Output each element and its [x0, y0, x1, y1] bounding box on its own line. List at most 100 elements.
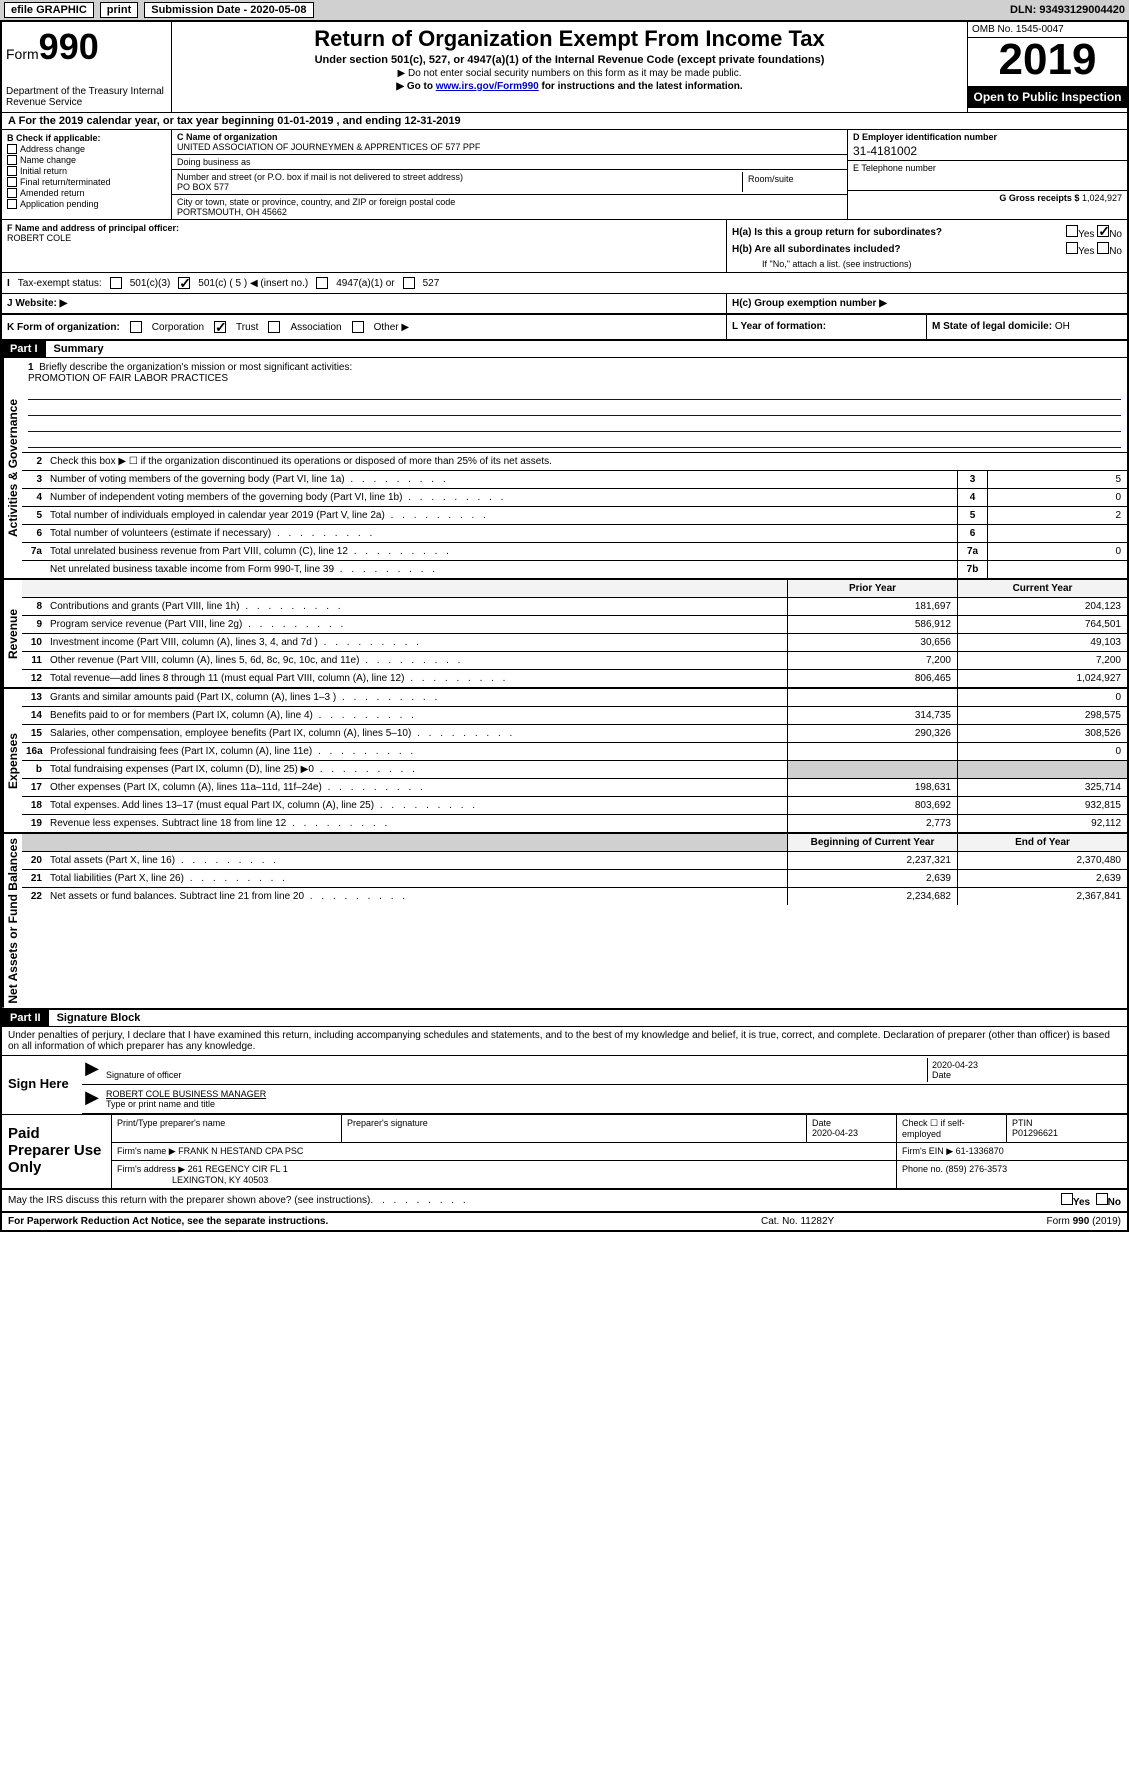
current-year-value: 764,501 — [957, 616, 1127, 633]
top-bar: efile GRAPHIC print Submission Date - 20… — [0, 0, 1129, 20]
prior-year-header: Prior Year — [787, 580, 957, 598]
chk-other[interactable] — [352, 321, 364, 333]
chk-pending[interactable] — [7, 199, 17, 209]
prior-year-value: 2,234,682 — [787, 888, 957, 905]
org-city: PORTSMOUTH, OH 45662 — [177, 207, 287, 217]
col-b: B Check if applicable: Address change Na… — [2, 130, 172, 219]
mission-text: PROMOTION OF FAIR LABOR PRACTICES — [28, 373, 228, 384]
room-suite: Room/suite — [742, 172, 842, 192]
instructions-link[interactable]: www.irs.gov/Form990 — [436, 81, 539, 92]
chk-hb-yes[interactable] — [1066, 242, 1078, 254]
prior-year-value: 181,697 — [787, 598, 957, 615]
chk-name[interactable] — [7, 155, 17, 165]
gross-receipts: 1,024,927 — [1082, 193, 1122, 203]
chk-address[interactable] — [7, 144, 17, 154]
prior-year-value: 314,735 — [787, 707, 957, 724]
chk-hb-no[interactable] — [1097, 242, 1109, 254]
inspection-badge: Open to Public Inspection — [968, 86, 1127, 108]
form-title: Return of Organization Exempt From Incom… — [176, 26, 963, 52]
ein-value: 31-4181002 — [853, 144, 1122, 158]
data-row: 21 Total liabilities (Part X, line 26) 2… — [22, 870, 1127, 888]
data-row: b Total fundraising expenses (Part IX, c… — [22, 761, 1127, 779]
chk-corp[interactable] — [130, 321, 142, 333]
state-domicile: OH — [1055, 321, 1070, 332]
current-year-value: 0 — [957, 743, 1127, 760]
revenue-section: Revenue b Prior Year Current Year 8 Cont… — [2, 580, 1127, 689]
form-subtitle: Under section 501(c), 527, or 4947(a)(1)… — [176, 54, 963, 66]
gov-row: 6 Total number of volunteers (estimate i… — [22, 525, 1127, 543]
governance-section: Activities & Governance 1 Briefly descri… — [2, 358, 1127, 580]
chk-discuss-no[interactable] — [1096, 1193, 1108, 1205]
current-year-value: 49,103 — [957, 634, 1127, 651]
current-year-value: 932,815 — [957, 797, 1127, 814]
sig-intro: Under penalties of perjury, I declare th… — [2, 1027, 1127, 1056]
chk-discuss-yes[interactable] — [1061, 1193, 1073, 1205]
header-mid: Return of Organization Exempt From Incom… — [172, 22, 967, 112]
chk-ha-no[interactable] — [1097, 225, 1109, 237]
gov-value — [987, 561, 1127, 578]
data-row: 15 Salaries, other compensation, employe… — [22, 725, 1127, 743]
chk-501c[interactable] — [178, 277, 190, 289]
chk-final[interactable] — [7, 177, 17, 187]
gov-value: 0 — [987, 489, 1127, 506]
chk-assoc[interactable] — [268, 321, 280, 333]
form-id: Form990 — [6, 26, 167, 68]
prior-year-value: 803,692 — [787, 797, 957, 814]
gov-value — [987, 525, 1127, 542]
header-row: Form990 Department of the Treasury Inter… — [2, 22, 1127, 113]
discuss-row: May the IRS discuss this return with the… — [2, 1190, 1127, 1213]
current-year-value: 2,370,480 — [957, 852, 1127, 869]
efile-label: efile GRAPHIC — [4, 2, 94, 18]
data-row: 17 Other expenses (Part IX, column (A), … — [22, 779, 1127, 797]
chk-527[interactable] — [403, 277, 415, 289]
netassets-label: Net Assets or Fund Balances — [2, 834, 22, 1008]
header-left: Form990 Department of the Treasury Inter… — [2, 22, 172, 112]
chk-4947[interactable] — [316, 277, 328, 289]
prior-year-value: 2,237,321 — [787, 852, 957, 869]
current-year-value: 308,526 — [957, 725, 1127, 742]
form-prefix: Form — [6, 46, 39, 62]
end-year-header: End of Year — [957, 834, 1127, 852]
gov-row: 5 Total number of individuals employed i… — [22, 507, 1127, 525]
prep-date: 2020-04-23 — [812, 1128, 858, 1138]
data-row: 20 Total assets (Part X, line 16) 2,237,… — [22, 852, 1127, 870]
gov-row: 3 Number of voting members of the govern… — [22, 471, 1127, 489]
period-row: A For the 2019 calendar year, or tax yea… — [2, 113, 1127, 130]
gov-value: 2 — [987, 507, 1127, 524]
officer-name: ROBERT COLE — [7, 233, 71, 243]
revenue-label: Revenue — [2, 580, 22, 687]
cat-no: Cat. No. 11282Y — [761, 1216, 961, 1227]
header-right: OMB No. 1545-0047 2019 Open to Public In… — [967, 22, 1127, 112]
chk-trust[interactable] — [214, 321, 226, 333]
dln: DLN: 93493129004420 — [1010, 4, 1125, 16]
col-f: F Name and address of principal officer:… — [2, 220, 727, 272]
expenses-label: Expenses — [2, 689, 22, 832]
prior-year-value — [787, 689, 957, 706]
tax-year: 2019 — [968, 38, 1127, 86]
expenses-section: Expenses 13 Grants and similar amounts p… — [2, 689, 1127, 834]
sig-date: 2020-04-23 — [932, 1060, 978, 1070]
chk-ha-yes[interactable] — [1066, 225, 1078, 237]
section-b-row: B Check if applicable: Address change Na… — [2, 130, 1127, 220]
b-header: B Check if applicable: — [7, 133, 101, 143]
paid-preparer-section: Paid Preparer Use Only Print/Type prepar… — [2, 1115, 1127, 1190]
prior-year-value: 30,656 — [787, 634, 957, 651]
data-row: 13 Grants and similar amounts paid (Part… — [22, 689, 1127, 707]
gov-row: 7a Total unrelated business revenue from… — [22, 543, 1127, 561]
arrow-icon: ▶ — [82, 1087, 102, 1111]
prior-year-value — [787, 761, 957, 778]
signature-section: Under penalties of perjury, I declare th… — [2, 1027, 1127, 1115]
data-row: 10 Investment income (Part VIII, column … — [22, 634, 1127, 652]
form-container: Form990 Department of the Treasury Inter… — [0, 20, 1129, 1232]
chk-amended[interactable] — [7, 188, 17, 198]
prior-year-value: 586,912 — [787, 616, 957, 633]
data-row: 9 Program service revenue (Part VIII, li… — [22, 616, 1127, 634]
ptin: P01296621 — [1012, 1128, 1058, 1138]
chk-initial[interactable] — [7, 166, 17, 176]
current-year-header: Current Year — [957, 580, 1127, 598]
current-year-value: 7,200 — [957, 652, 1127, 669]
current-year-value: 204,123 — [957, 598, 1127, 615]
print-button[interactable]: print — [100, 2, 138, 18]
chk-501c3[interactable] — [110, 277, 122, 289]
prior-year-value: 806,465 — [787, 670, 957, 687]
